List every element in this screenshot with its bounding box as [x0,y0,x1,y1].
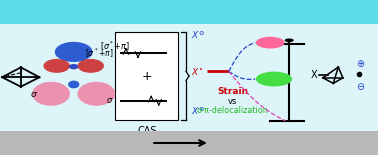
Ellipse shape [77,82,115,106]
Bar [0,0,378,24]
Text: Rationalization of reactivity: Rationalization of reactivity [215,138,378,148]
Text: [$\sigma^*$+$\pi$]: [$\sigma^*$+$\pi$] [100,40,130,53]
FancyBboxPatch shape [115,32,178,120]
Text: +: + [141,70,152,83]
Circle shape [256,37,285,49]
Text: $\sigma$: $\sigma$ [30,90,38,99]
Text: $X^{\oplus}$: $X^{\oplus}$ [191,105,205,117]
Text: $\ominus$: $\ominus$ [356,81,366,92]
Text: σ-π-delocalization: σ-π-delocalization [197,106,268,115]
Circle shape [285,38,294,42]
Ellipse shape [43,59,70,73]
Ellipse shape [55,42,93,62]
Text: Strain: Strain [217,87,248,96]
Text: Electronic structure analysis: Electronic structure analysis [11,138,180,148]
Text: $X^{\ominus}$: $X^{\ominus}$ [191,29,205,41]
Ellipse shape [69,64,79,69]
Text: $\sigma$: $\sigma$ [106,96,113,105]
Text: $\oplus$: $\oplus$ [356,58,366,69]
Ellipse shape [32,82,70,106]
Ellipse shape [68,81,79,88]
Text: X: X [310,70,317,80]
Ellipse shape [77,59,104,73]
Circle shape [256,72,292,86]
Text: vs: vs [228,97,237,106]
Text: [1.1.1]Propellane: σ-π-Delocalization dictates reactivity: [1.1.1]Propellane: σ-π-Delocalization di… [0,6,378,18]
Text: CAS: CAS [137,126,156,136]
Bar [0,131,378,155]
Text: [$\sigma^*$+$\pi$]: [$\sigma^*$+$\pi$] [85,46,113,60]
Text: $X^{\bullet}$: $X^{\bullet}$ [191,66,203,77]
